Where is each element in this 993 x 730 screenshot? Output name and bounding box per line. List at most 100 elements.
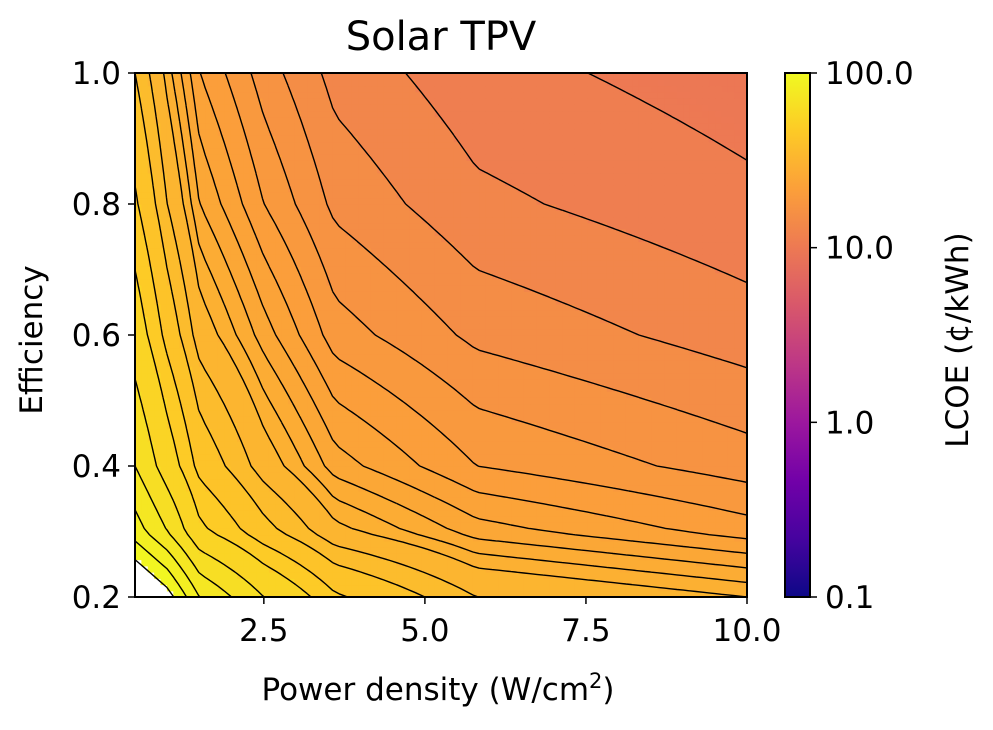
contour-cell (173, 347, 181, 355)
contour-cell (594, 303, 601, 311)
contour-cell (434, 472, 442, 480)
contour-cell (574, 335, 582, 342)
contour-cell (715, 303, 723, 311)
contour-cell (345, 559, 353, 567)
contour-cell (415, 484, 423, 492)
contour-cell (472, 547, 480, 554)
contour-cell (574, 359, 582, 367)
contour-cell (390, 328, 397, 336)
contour-cell (230, 534, 238, 542)
contour-cell (237, 540, 244, 548)
contour-cell (657, 422, 665, 430)
contour-cell (447, 572, 455, 579)
contour-cell (339, 466, 346, 473)
contour-cell (651, 409, 659, 417)
contour-cell (409, 310, 417, 317)
contour-cell (619, 366, 627, 374)
contour-cell (460, 478, 468, 486)
contour-cell (523, 416, 531, 423)
contour-cell (670, 353, 678, 361)
contour-cell (702, 291, 710, 299)
contour-cell (192, 285, 200, 292)
contour-cell (364, 528, 372, 536)
contour-cell (466, 353, 474, 361)
contour-cell (326, 397, 334, 405)
contour-cell (307, 341, 315, 349)
contour-cell (543, 335, 550, 342)
contour-cell (198, 322, 206, 330)
contour-cell (466, 453, 474, 461)
contour-cell (288, 291, 295, 299)
contour-cell (339, 490, 346, 498)
contour-cell (441, 328, 448, 336)
contour-cell (370, 416, 378, 423)
contour-cell (657, 328, 665, 336)
contour-cell (147, 478, 155, 486)
contour-cell (715, 278, 723, 286)
contour-cell (587, 422, 595, 430)
contour-cell (460, 310, 468, 317)
contour-cell (332, 578, 340, 586)
contour-cell (549, 285, 557, 292)
contour-cell (708, 335, 716, 342)
contour-cell (428, 322, 436, 330)
contour-cell (319, 359, 327, 367)
contour-cell (211, 453, 219, 461)
contour-cell (734, 384, 742, 392)
contour-cell (619, 503, 627, 511)
contour-cell (555, 578, 563, 586)
contour-cell (326, 422, 334, 430)
contour-cell (205, 353, 213, 361)
contour-cell (415, 503, 423, 511)
contour-cell (555, 310, 563, 317)
contour-cell (186, 584, 193, 592)
contour-cell (307, 497, 315, 505)
contour-cell (581, 285, 589, 292)
contour-cell (428, 316, 436, 324)
contour-cell (428, 291, 436, 299)
contour-cell (568, 378, 576, 386)
contour-cell (307, 359, 315, 367)
contour-cell (734, 559, 742, 567)
contour-cell (619, 428, 627, 436)
contour-cell (268, 590, 276, 597)
contour-cell (498, 578, 506, 586)
contour-cell (574, 341, 582, 349)
contour-cell (377, 341, 385, 349)
contour-cell (383, 590, 391, 597)
contour-cell (549, 584, 557, 592)
contour-cell (147, 540, 155, 548)
contour-cell (275, 416, 283, 423)
contour-cell (504, 434, 512, 442)
contour-cell (243, 441, 251, 448)
contour-cell (696, 447, 703, 455)
contour-cell (294, 484, 302, 492)
contour-cell (460, 565, 468, 573)
contour-cell (275, 397, 283, 405)
contour-cell (237, 416, 244, 423)
contour-cell (625, 459, 633, 467)
contour-cell (530, 528, 538, 536)
contour-cell (530, 316, 538, 324)
contour-cell (205, 553, 213, 561)
contour-cell (217, 459, 225, 467)
contour-cell (543, 297, 550, 305)
contour-cell (549, 453, 557, 461)
contour-cell (377, 384, 385, 392)
contour-cell (186, 372, 193, 380)
contour-cell (383, 522, 391, 529)
contour-cell (504, 397, 512, 405)
contour-cell (249, 353, 257, 361)
contour-cell (625, 522, 633, 529)
contour-cell (645, 515, 652, 523)
contour-cell (453, 359, 461, 367)
contour-cell (511, 291, 519, 299)
contour-cell (581, 578, 589, 586)
contour-cell (300, 428, 308, 436)
contour-cell (249, 559, 257, 567)
contour-cell (517, 347, 525, 355)
contour-cell (390, 434, 397, 442)
contour-cell (625, 572, 633, 579)
contour-cell (740, 341, 747, 349)
contour-cell (587, 416, 595, 423)
